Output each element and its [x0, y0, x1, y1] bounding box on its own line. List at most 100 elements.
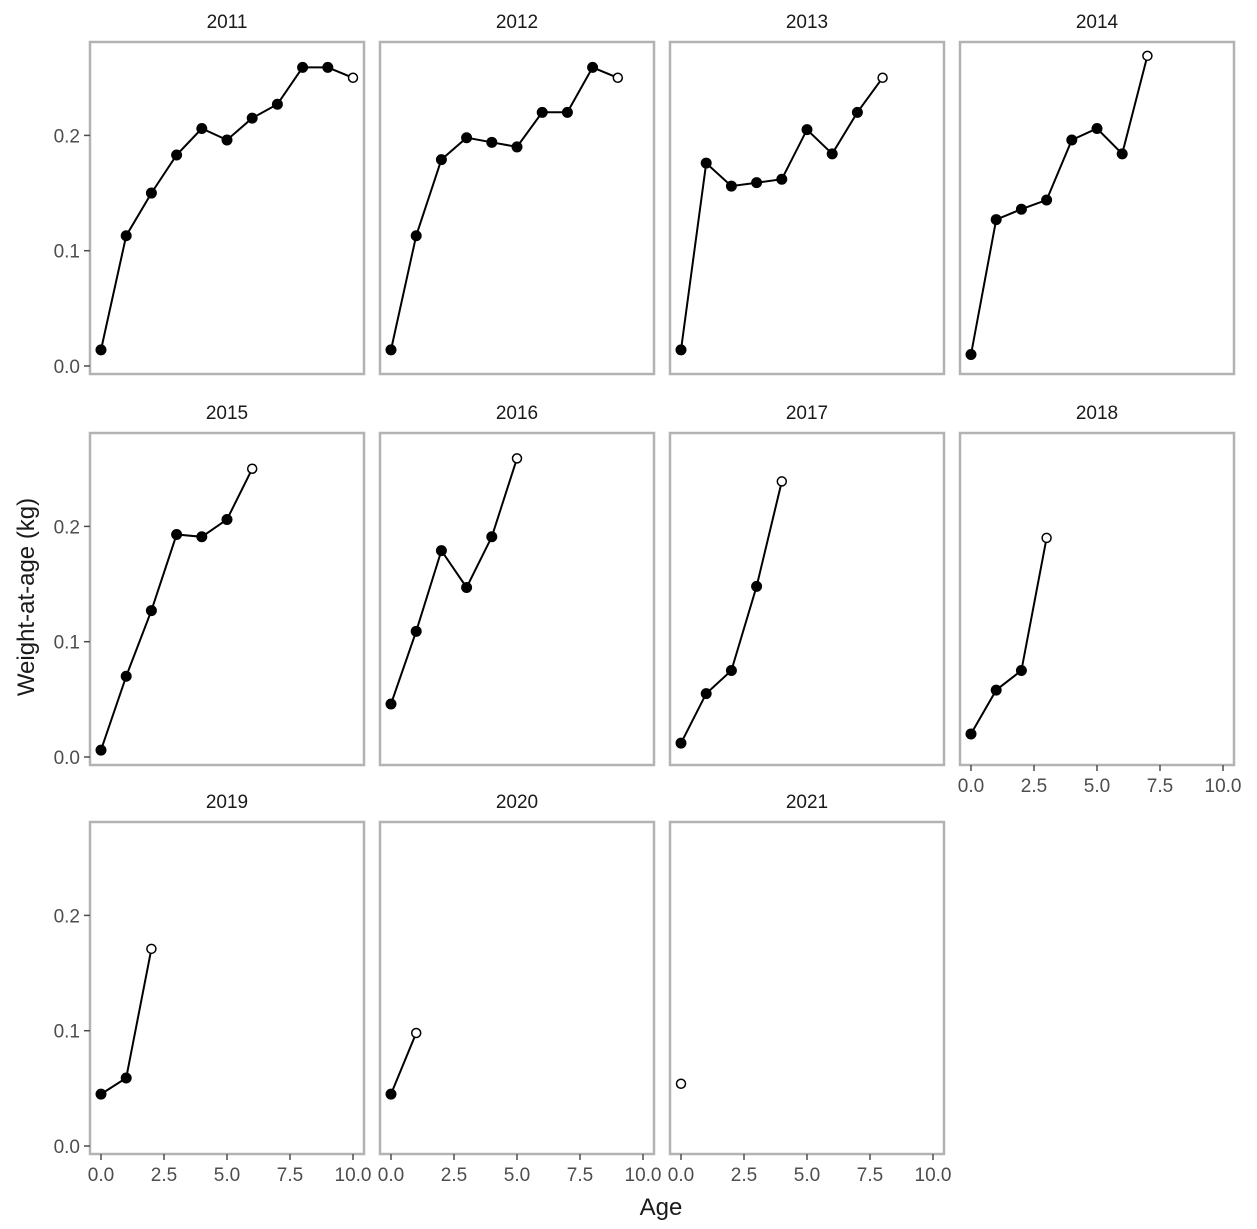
data-point [851, 106, 863, 118]
series-line [680, 77, 884, 351]
data-point-open [246, 463, 258, 474]
data-point [196, 531, 208, 543]
panel-border [958, 431, 1236, 767]
data-point [1015, 203, 1027, 215]
series-line [100, 66, 354, 351]
panel-border [668, 820, 946, 1156]
series-line [970, 537, 1048, 735]
data-point [410, 230, 422, 242]
data-point-open [410, 1027, 422, 1039]
data-point-open [877, 72, 888, 83]
x-tick-label: 10.0 [335, 1165, 372, 1186]
x-tick-label: 0.0 [88, 1165, 114, 1186]
panel-2018: 2018 0.0 2.5 5.0 7.5 10.0 [958, 403, 1242, 797]
panel-title: 2011 [207, 12, 248, 33]
series-line [100, 948, 153, 1095]
panel-2013: 2013 [668, 12, 946, 376]
data-point [1116, 148, 1128, 160]
panel-2012: 2012 [378, 12, 656, 376]
x-tick-label: 2.5 [441, 1165, 467, 1186]
data-point [751, 177, 763, 189]
data-point [965, 348, 977, 360]
x-tick-label: 7.5 [277, 1165, 303, 1186]
panel-2019: 2019 0.0 0.1 0.2 0.0 2.5 5.0 7.5 10.0 [54, 792, 372, 1186]
data-point [95, 1088, 107, 1100]
x-tick-label: 2.5 [1021, 776, 1047, 797]
panel-title: 2020 [496, 792, 538, 813]
data-point [700, 157, 712, 169]
data-point [990, 684, 1002, 696]
series-line [390, 66, 619, 351]
data-point [725, 665, 737, 677]
data-point [171, 528, 183, 540]
panel-title: 2014 [1076, 12, 1119, 33]
x-tick-label: 0.0 [378, 1165, 404, 1186]
data-point [120, 230, 132, 242]
data-point [196, 122, 208, 134]
data-point [461, 132, 473, 144]
x-tick-label: 0.0 [668, 1165, 694, 1186]
panel-2016: 2016 [378, 403, 656, 767]
panel-title: 2021 [786, 792, 828, 813]
x-tick-label: 10.0 [1205, 776, 1242, 797]
y-tick-label: 0.2 [54, 906, 80, 927]
x-tick-label: 10.0 [915, 1165, 952, 1186]
x-tick-label: 7.5 [1147, 776, 1173, 797]
data-point [120, 670, 132, 682]
y-tick-label: 0.1 [54, 242, 80, 263]
data-point-open [776, 476, 788, 487]
data-point [120, 1072, 132, 1084]
x-tick-label: 2.5 [151, 1165, 177, 1186]
data-point [435, 545, 447, 557]
panel-title: 2019 [206, 792, 248, 813]
series-line [390, 1032, 418, 1095]
panel-2017: 2017 [668, 403, 946, 767]
x-tick-label: 5.0 [214, 1165, 240, 1186]
panel-border [88, 40, 366, 376]
panel-2021: 2021 0.0 2.5 5.0 7.5 10.0 [668, 792, 952, 1186]
panel-title: 2015 [206, 403, 248, 424]
data-point [675, 737, 687, 749]
data-point [145, 605, 157, 617]
data-point [1015, 665, 1027, 677]
data-point-open [1041, 532, 1052, 544]
data-point-open [675, 1078, 687, 1089]
data-point [385, 344, 397, 356]
data-point [511, 141, 523, 153]
data-point [751, 580, 763, 592]
panel-title: 2013 [786, 12, 828, 33]
x-tick-label: 5.0 [1084, 776, 1110, 797]
data-point [801, 124, 813, 136]
data-point-open [347, 72, 359, 83]
panel-border [88, 431, 366, 767]
panel-title: 2016 [496, 403, 538, 424]
series-line [970, 55, 1149, 355]
series-line [390, 458, 518, 705]
data-point [776, 173, 788, 185]
y-axis-title: Weight-at-age (kg) [13, 498, 40, 696]
y-tick-label: 0.0 [54, 748, 80, 769]
data-point [536, 106, 548, 118]
y-tick-label: 0.2 [54, 517, 80, 538]
x-tick-label: 0.0 [958, 776, 984, 797]
x-tick-label: 5.0 [504, 1165, 530, 1186]
data-point [461, 582, 473, 594]
panel-2015: 2015 0.0 0.1 0.2 [54, 403, 366, 769]
panel-border [378, 40, 656, 376]
data-point [385, 1088, 397, 1100]
y-tick-label: 0.1 [54, 1022, 80, 1043]
panel-2014: 2014 [958, 12, 1236, 376]
data-point [1041, 194, 1053, 206]
data-point [725, 180, 737, 192]
data-point [1066, 134, 1078, 146]
data-point [271, 98, 283, 110]
data-point [826, 148, 838, 160]
data-point-open [1142, 50, 1153, 62]
panel-2020: 2020 0.0 2.5 5.0 7.5 10.0 [378, 792, 662, 1186]
data-point [435, 154, 447, 166]
panel-border [378, 820, 656, 1156]
data-point [410, 625, 422, 637]
panel-2011: 2011 0.0 0.1 0.2 [54, 12, 366, 378]
